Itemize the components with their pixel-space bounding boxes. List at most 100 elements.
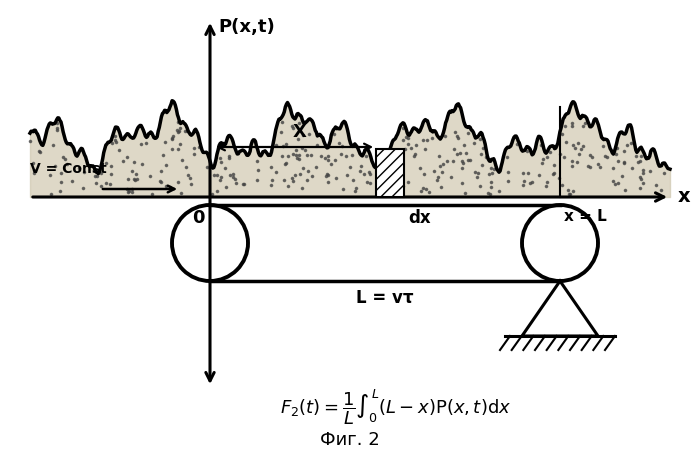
Point — [322, 157, 333, 164]
Point — [106, 139, 118, 147]
Point — [91, 172, 102, 180]
Point — [290, 152, 301, 159]
Point — [471, 173, 482, 180]
Point — [322, 171, 333, 178]
Text: x = L: x = L — [564, 209, 607, 224]
Point — [337, 186, 348, 193]
Point — [96, 169, 107, 176]
Point — [634, 157, 645, 164]
Point — [638, 170, 649, 177]
Point — [118, 157, 129, 164]
Text: L = vτ: L = vτ — [356, 289, 414, 307]
Point — [302, 167, 314, 175]
Point — [122, 188, 134, 196]
Point — [584, 163, 596, 170]
Point — [341, 152, 352, 159]
Point — [51, 124, 62, 132]
Point — [526, 178, 538, 185]
Point — [106, 170, 117, 178]
Point — [305, 151, 316, 159]
Point — [420, 145, 431, 153]
Point — [417, 184, 428, 192]
Point — [607, 164, 618, 172]
Point — [399, 146, 410, 153]
Point — [512, 141, 523, 148]
Point — [634, 173, 645, 181]
Point — [296, 144, 307, 152]
Point — [239, 180, 250, 187]
Point — [421, 137, 432, 144]
Point — [541, 183, 552, 190]
Point — [616, 172, 627, 179]
Point — [155, 167, 167, 175]
Point — [330, 175, 341, 182]
Point — [287, 122, 298, 130]
Point — [287, 174, 298, 182]
Point — [424, 188, 435, 195]
Point — [476, 162, 487, 169]
Point — [464, 156, 475, 164]
Point — [216, 158, 227, 166]
Point — [176, 157, 188, 164]
Point — [486, 164, 497, 172]
Point — [549, 162, 560, 169]
Point — [319, 154, 330, 162]
Point — [202, 163, 213, 170]
Point — [582, 162, 593, 170]
Point — [374, 186, 385, 193]
Point — [293, 119, 304, 127]
Point — [167, 133, 178, 140]
Point — [602, 153, 613, 161]
Point — [90, 172, 101, 180]
Point — [280, 160, 291, 167]
Point — [626, 164, 637, 171]
Point — [188, 150, 199, 158]
Point — [225, 171, 236, 178]
Point — [612, 157, 623, 165]
Point — [160, 183, 172, 190]
Point — [468, 139, 480, 147]
Point — [320, 172, 331, 180]
Point — [185, 175, 196, 182]
Point — [294, 155, 305, 163]
Point — [522, 147, 533, 155]
Point — [607, 177, 618, 185]
Point — [372, 187, 384, 195]
Point — [371, 185, 382, 193]
Point — [316, 152, 327, 159]
Point — [322, 153, 333, 160]
Point — [136, 141, 147, 148]
Point — [410, 141, 421, 149]
Point — [293, 151, 304, 159]
Point — [559, 154, 570, 161]
Point — [564, 190, 575, 198]
Point — [538, 156, 549, 163]
Point — [181, 127, 193, 134]
Point — [626, 139, 637, 146]
Point — [336, 150, 347, 157]
Point — [311, 163, 322, 170]
Text: V = Const: V = Const — [30, 162, 106, 176]
Point — [634, 184, 645, 192]
Point — [302, 176, 313, 183]
Point — [48, 142, 59, 149]
Point — [459, 190, 470, 197]
Point — [564, 190, 575, 198]
Point — [542, 154, 553, 161]
Point — [434, 163, 445, 170]
Point — [437, 160, 448, 167]
Point — [57, 154, 68, 161]
Point — [223, 155, 235, 162]
Point — [123, 187, 134, 194]
Point — [398, 136, 409, 144]
Point — [567, 122, 578, 129]
Point — [216, 173, 227, 181]
Point — [175, 140, 186, 148]
Point — [559, 122, 570, 130]
Point — [486, 169, 498, 177]
Point — [230, 176, 241, 183]
Point — [361, 178, 372, 186]
Point — [230, 179, 241, 186]
Point — [554, 175, 565, 182]
Point — [398, 182, 409, 190]
